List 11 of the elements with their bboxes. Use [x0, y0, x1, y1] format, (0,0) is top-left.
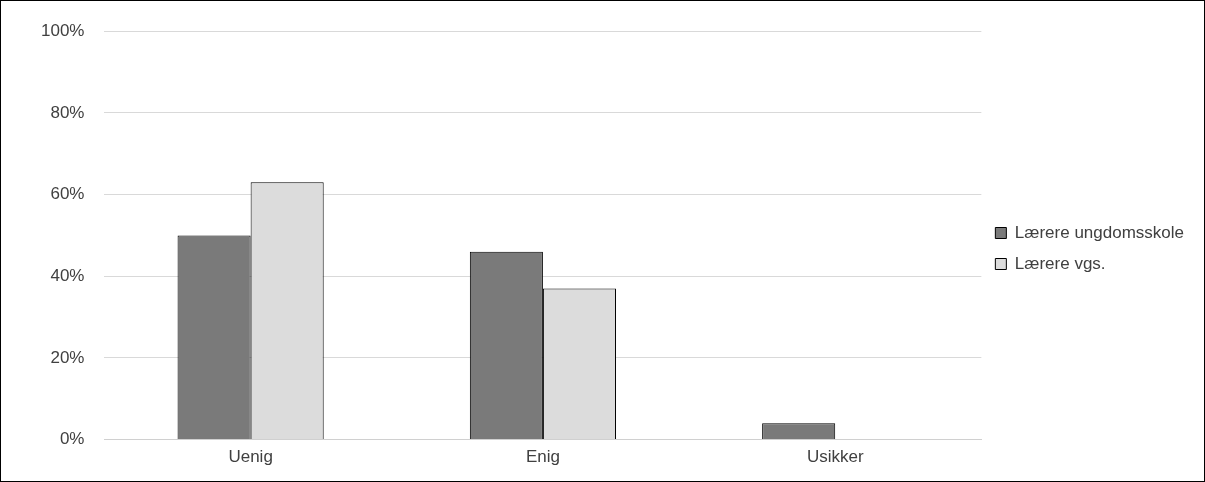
y-tick-label: 40%	[50, 265, 85, 285]
legend-label: Lærere ungdomsskole	[1014, 222, 1185, 242]
x-tick-label: Usikker	[806, 447, 864, 467]
y-tick-label: 60%	[50, 184, 85, 204]
x-tick-label: Uenig	[228, 447, 273, 467]
y-tick-label: 80%	[50, 102, 85, 122]
y-tick-label: 20%	[50, 347, 85, 367]
y-tick-label: 0%	[59, 429, 85, 449]
x-tick-label: Enig	[525, 447, 560, 467]
y-tick-label: 100%	[41, 20, 85, 40]
legend-label: Lærere vgs.	[1014, 253, 1106, 273]
